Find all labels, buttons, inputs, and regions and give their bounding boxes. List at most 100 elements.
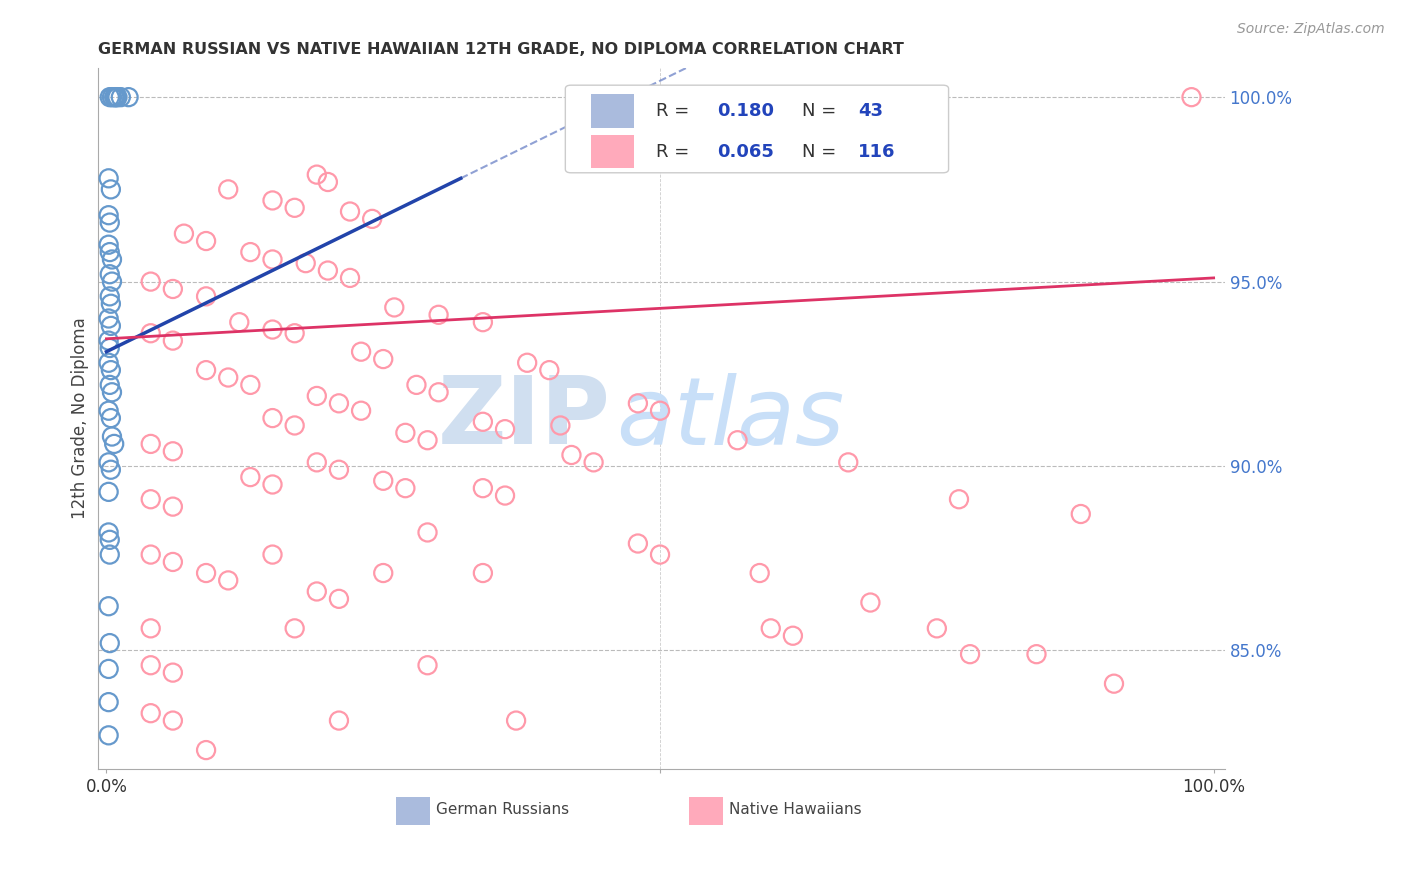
Text: 0.180: 0.180 (717, 103, 775, 120)
Point (427, 308, 450, 322)
Point (195, 566, 218, 580)
Point (959, 647, 981, 661)
FancyBboxPatch shape (592, 135, 634, 169)
Point (101, 385, 124, 400)
Point (471, 415, 494, 429)
Point (239, 377, 262, 392)
Point (98, 548, 121, 562)
Point (173, 227, 195, 241)
Point (416, 658, 439, 673)
Point (162, 282, 184, 296)
Point (139, 275, 162, 289)
Point (494, 489, 516, 503)
Point (339, 204, 361, 219)
Point (101, 429, 124, 443)
Point (98, 341, 121, 355)
Point (550, 418, 572, 433)
Point (748, 566, 770, 580)
Point (217, 370, 239, 384)
Point (361, 211, 384, 226)
Point (98, 216, 121, 230)
Text: N =: N = (801, 143, 842, 161)
Point (350, 344, 373, 359)
Point (262, 194, 284, 208)
Point (538, 363, 561, 377)
Point (394, 425, 416, 440)
Point (98, 267, 121, 281)
Point (239, 245, 262, 260)
Point (195, 289, 218, 303)
Point (382, 301, 405, 315)
Point (98, 90, 121, 104)
Point (97, 484, 120, 499)
Point (394, 481, 416, 495)
Point (328, 396, 350, 410)
Point (516, 356, 538, 370)
Point (100, 182, 122, 196)
Point (373, 566, 395, 580)
Text: R =: R = (655, 103, 695, 120)
Text: Native Hawaiians: Native Hawaiians (728, 802, 862, 817)
Point (139, 492, 162, 507)
Point (139, 548, 162, 562)
Point (97, 171, 120, 186)
Point (97, 208, 120, 222)
Point (1102, 676, 1125, 690)
Point (162, 500, 184, 514)
Point (582, 455, 605, 469)
Point (328, 463, 350, 477)
Point (305, 455, 328, 469)
Point (948, 492, 970, 507)
Point (105, 90, 128, 104)
Y-axis label: 12th Grade, No Diploma: 12th Grade, No Diploma (72, 318, 89, 519)
FancyBboxPatch shape (592, 95, 634, 128)
Text: Source: ZipAtlas.com: Source: ZipAtlas.com (1237, 22, 1385, 37)
Point (100, 363, 122, 377)
Point (162, 714, 184, 728)
Point (139, 621, 162, 635)
Point (328, 591, 350, 606)
Point (107, 90, 129, 104)
Point (305, 584, 328, 599)
Text: 0.065: 0.065 (717, 143, 775, 161)
Point (316, 175, 339, 189)
Point (100, 297, 122, 311)
Point (316, 263, 339, 277)
Point (101, 275, 124, 289)
Point (328, 714, 350, 728)
Point (195, 743, 218, 757)
Point (294, 256, 316, 270)
Point (262, 477, 284, 491)
Point (373, 352, 395, 367)
Point (97, 334, 120, 348)
FancyBboxPatch shape (396, 797, 430, 824)
Text: atlas: atlas (616, 373, 845, 464)
Text: R =: R = (655, 143, 695, 161)
Text: 116: 116 (859, 143, 896, 161)
Text: German Russians: German Russians (436, 802, 569, 817)
Point (217, 574, 239, 588)
Point (103, 90, 125, 104)
Point (284, 326, 307, 341)
Point (162, 665, 184, 680)
Point (104, 90, 127, 104)
Text: N =: N = (801, 103, 842, 120)
Point (627, 536, 650, 550)
Point (925, 621, 948, 635)
Point (305, 168, 328, 182)
Point (505, 714, 527, 728)
Point (98, 533, 121, 547)
Text: GERMAN RUSSIAN VS NATIVE HAWAIIAN 12TH GRADE, NO DIPLOMA CORRELATION CHART: GERMAN RUSSIAN VS NATIVE HAWAIIAN 12TH G… (97, 42, 904, 57)
Point (1070, 507, 1092, 521)
Point (1025, 647, 1047, 661)
Text: 43: 43 (859, 103, 883, 120)
Point (139, 437, 162, 451)
Point (162, 555, 184, 569)
Point (305, 389, 328, 403)
Point (859, 595, 882, 609)
Point (101, 252, 124, 267)
FancyBboxPatch shape (565, 85, 949, 173)
Point (471, 566, 494, 580)
Point (117, 90, 139, 104)
Point (262, 548, 284, 562)
